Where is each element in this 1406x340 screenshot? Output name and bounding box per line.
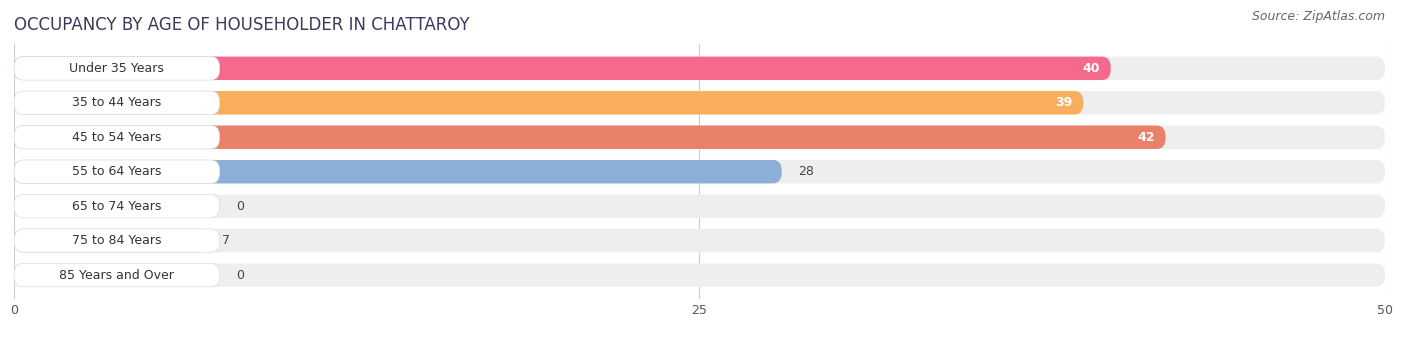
FancyBboxPatch shape: [14, 91, 1385, 115]
Text: 28: 28: [799, 165, 814, 178]
Text: Source: ZipAtlas.com: Source: ZipAtlas.com: [1251, 10, 1385, 23]
FancyBboxPatch shape: [14, 229, 207, 252]
FancyBboxPatch shape: [14, 56, 1385, 80]
FancyBboxPatch shape: [14, 194, 219, 218]
Text: 0: 0: [236, 269, 245, 282]
FancyBboxPatch shape: [14, 194, 1385, 218]
FancyBboxPatch shape: [14, 125, 1166, 149]
FancyBboxPatch shape: [14, 160, 1385, 183]
FancyBboxPatch shape: [14, 229, 219, 252]
Text: 7: 7: [222, 234, 231, 247]
Text: Under 35 Years: Under 35 Years: [69, 62, 165, 75]
Text: 35 to 44 Years: 35 to 44 Years: [72, 96, 162, 109]
FancyBboxPatch shape: [14, 125, 1385, 149]
Text: 0: 0: [236, 200, 245, 212]
Text: 45 to 54 Years: 45 to 54 Years: [72, 131, 162, 144]
FancyBboxPatch shape: [14, 125, 219, 149]
Text: 75 to 84 Years: 75 to 84 Years: [72, 234, 162, 247]
Text: 55 to 64 Years: 55 to 64 Years: [72, 165, 162, 178]
FancyBboxPatch shape: [14, 91, 1084, 115]
FancyBboxPatch shape: [14, 229, 1385, 252]
FancyBboxPatch shape: [14, 160, 782, 183]
Text: OCCUPANCY BY AGE OF HOUSEHOLDER IN CHATTAROY: OCCUPANCY BY AGE OF HOUSEHOLDER IN CHATT…: [14, 16, 470, 34]
FancyBboxPatch shape: [14, 91, 219, 115]
Text: 42: 42: [1137, 131, 1154, 144]
Text: 39: 39: [1054, 96, 1073, 109]
Text: 65 to 74 Years: 65 to 74 Years: [72, 200, 162, 212]
FancyBboxPatch shape: [14, 264, 1385, 287]
FancyBboxPatch shape: [14, 264, 219, 287]
FancyBboxPatch shape: [14, 56, 219, 80]
FancyBboxPatch shape: [14, 160, 219, 183]
Text: 85 Years and Over: 85 Years and Over: [59, 269, 174, 282]
Text: 40: 40: [1083, 62, 1099, 75]
FancyBboxPatch shape: [14, 56, 1111, 80]
